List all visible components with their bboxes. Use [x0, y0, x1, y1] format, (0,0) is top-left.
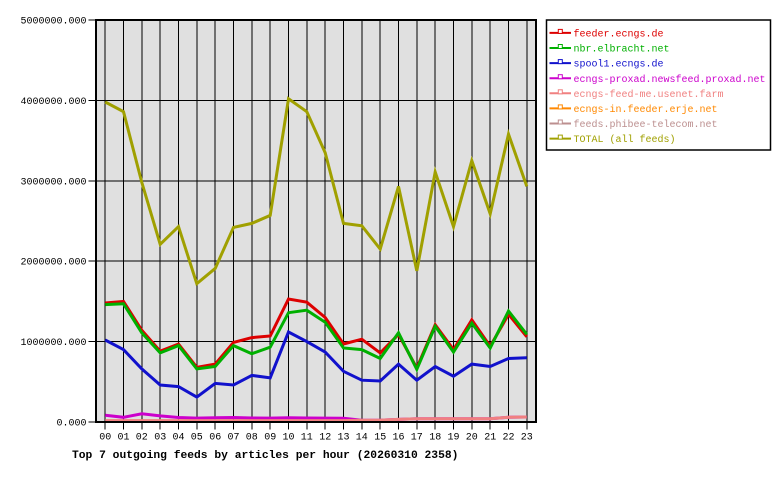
- svg-text:04: 04: [172, 433, 184, 444]
- svg-text:nbr.elbracht.net: nbr.elbracht.net: [574, 44, 670, 56]
- svg-text:feeds.phibee-telecom.net: feeds.phibee-telecom.net: [574, 119, 718, 131]
- svg-text:14: 14: [356, 433, 368, 444]
- svg-text:13: 13: [337, 433, 349, 444]
- svg-text:spool1.ecngs.de: spool1.ecngs.de: [574, 59, 664, 71]
- svg-text:ecngs-proxad.newsfeed.proxad.n: ecngs-proxad.newsfeed.proxad.net: [574, 74, 766, 86]
- svg-text:06: 06: [209, 433, 221, 444]
- svg-text:22: 22: [502, 433, 514, 444]
- svg-text:07: 07: [227, 433, 239, 444]
- svg-text:TOTAL (all feeds): TOTAL (all feeds): [574, 134, 676, 146]
- svg-text:2000000.000: 2000000.000: [20, 258, 86, 269]
- svg-text:02: 02: [136, 433, 148, 444]
- svg-text:0.000: 0.000: [56, 419, 86, 430]
- svg-text:18: 18: [429, 433, 441, 444]
- svg-text:ecngs-in.feeder.erje.net: ecngs-in.feeder.erje.net: [574, 104, 718, 116]
- svg-text:20: 20: [466, 433, 478, 444]
- svg-text:01: 01: [117, 433, 129, 444]
- svg-text:03: 03: [154, 433, 166, 444]
- svg-text:12: 12: [319, 433, 331, 444]
- svg-text:ecngs-feed-me.usenet.farm: ecngs-feed-me.usenet.farm: [574, 89, 724, 101]
- svg-text:feeder.ecngs.de: feeder.ecngs.de: [574, 29, 664, 41]
- svg-text:08: 08: [246, 433, 258, 444]
- svg-text:19: 19: [447, 433, 459, 444]
- svg-text:11: 11: [301, 433, 313, 444]
- svg-text:00: 00: [99, 433, 111, 444]
- svg-text:4000000.000: 4000000.000: [20, 97, 86, 108]
- svg-text:15: 15: [374, 433, 386, 444]
- svg-text:05: 05: [191, 433, 203, 444]
- svg-text:17: 17: [411, 433, 423, 444]
- svg-text:1000000.000: 1000000.000: [20, 338, 86, 349]
- svg-text:3000000.000: 3000000.000: [20, 177, 86, 188]
- svg-text:Top 7 outgoing feeds by articl: Top 7 outgoing feeds by articles per hou…: [72, 450, 458, 462]
- svg-text:23: 23: [521, 433, 533, 444]
- svg-text:21: 21: [484, 433, 496, 444]
- svg-text:5000000.000: 5000000.000: [20, 17, 86, 28]
- svg-text:16: 16: [392, 433, 404, 444]
- svg-text:10: 10: [282, 433, 294, 444]
- svg-text:09: 09: [264, 433, 276, 444]
